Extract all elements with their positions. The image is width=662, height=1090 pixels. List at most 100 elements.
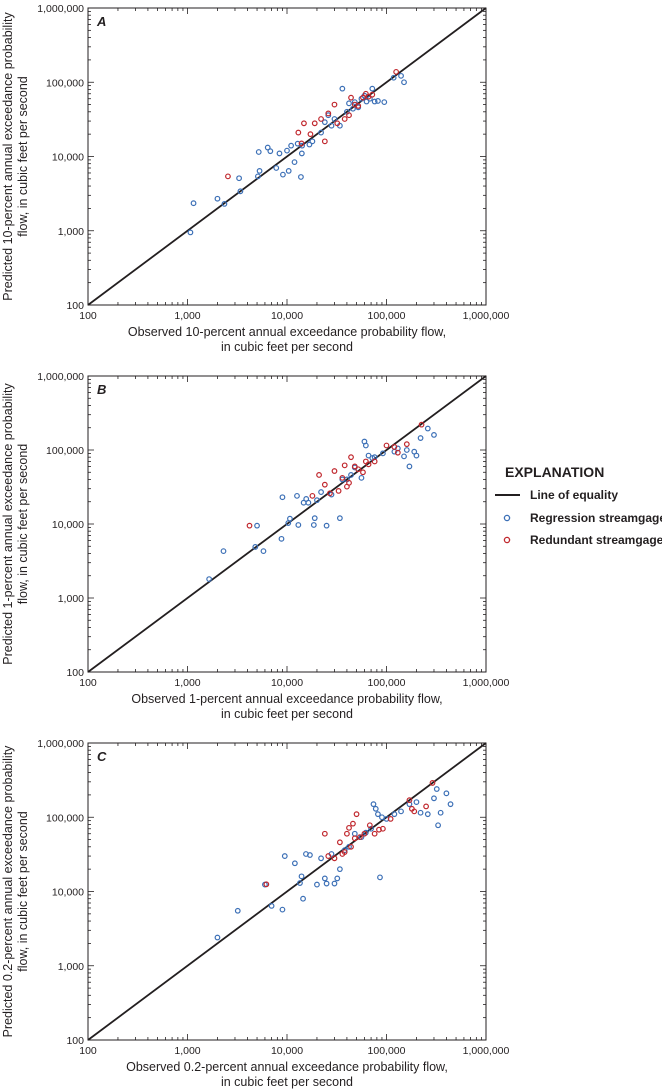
redundant-point <box>295 129 302 136</box>
regression-point <box>291 159 298 166</box>
redundant-point <box>423 803 429 810</box>
regression-point <box>339 85 346 92</box>
plot-frame <box>87 375 487 673</box>
regression-point <box>280 171 286 178</box>
y-tick-label: 1,000 <box>58 226 84 238</box>
redundant-point <box>309 492 316 499</box>
regression-point <box>443 790 450 797</box>
regression-point <box>433 786 440 792</box>
x-axis-label-line-2: in cubic feet per second <box>221 1075 353 1089</box>
regression-point <box>331 880 338 887</box>
regression-point <box>435 822 441 829</box>
regression-point <box>285 167 292 174</box>
line-of-equality <box>87 375 487 673</box>
regression-point <box>300 895 306 902</box>
x-tick-label: 100,000 <box>368 310 406 322</box>
regression-point <box>294 492 300 499</box>
legend: EXPLANATION Line of equality Regression … <box>495 464 662 547</box>
redundant-point <box>334 120 341 127</box>
regression-point <box>381 99 388 106</box>
regression-point <box>390 74 397 81</box>
regression-point <box>214 195 221 202</box>
redundant-point <box>393 68 400 75</box>
regression-point <box>424 811 431 818</box>
redundant-point <box>360 469 366 476</box>
x-axis-label-line-2: in cubic feet per second <box>221 340 353 354</box>
redundant-point <box>321 481 328 488</box>
redundant-point <box>351 835 358 842</box>
regression-point <box>398 72 404 79</box>
regression-point <box>346 843 352 850</box>
regression-point <box>358 474 365 481</box>
y-tick-label: 1,000,000 <box>37 738 84 750</box>
regression-point <box>190 200 197 207</box>
regression-point <box>413 799 420 805</box>
regression-point <box>321 119 328 126</box>
redundant-point <box>394 449 401 456</box>
regression-point <box>336 515 343 522</box>
regression-point <box>252 544 259 550</box>
regression-point <box>279 906 286 913</box>
line-of-equality <box>87 742 487 1041</box>
x-tick-label: 1,000,000 <box>463 310 510 322</box>
regression-point <box>379 450 386 457</box>
y-tick-label: 100,000 <box>46 77 84 89</box>
redundant-point <box>325 110 332 117</box>
redundant-point <box>298 140 305 147</box>
redundant-point <box>369 91 376 98</box>
regression-point <box>187 229 194 236</box>
redundant-point <box>225 173 231 180</box>
regression-point <box>413 452 420 459</box>
line-of-equality <box>87 7 487 306</box>
y-tick-label: 1,000,000 <box>37 371 84 383</box>
y-tick-label: 1,000,000 <box>37 3 84 15</box>
y-tick-label: 100 <box>66 667 84 679</box>
y-axis-label-line-2: flow, in cubic feet per second <box>16 76 30 237</box>
regression-point <box>323 880 330 887</box>
regression-point <box>328 122 335 129</box>
regression-point <box>309 138 316 145</box>
plot-frame <box>87 742 487 1041</box>
regression-point <box>401 79 407 86</box>
redundant-series <box>263 780 436 888</box>
regression-point <box>234 907 241 914</box>
y-tick-label: 100 <box>66 300 84 312</box>
redundant-point <box>411 808 418 815</box>
regression-point <box>437 809 444 816</box>
redundant-point <box>356 834 363 841</box>
redundant-point <box>351 463 358 470</box>
regression-point <box>371 98 378 105</box>
x-tick-label: 100 <box>79 677 97 689</box>
redundant-point <box>379 825 386 832</box>
y-tick-label: 100,000 <box>46 445 84 457</box>
regression-point <box>237 188 244 195</box>
redundant-point <box>246 522 253 529</box>
legend-redundant-swatch <box>503 536 511 544</box>
regression-point <box>298 174 304 180</box>
regression-point <box>431 431 437 438</box>
redundant-point <box>371 830 378 837</box>
redundant-point <box>353 811 360 818</box>
regression-point <box>284 147 290 154</box>
redundant-point <box>341 116 348 122</box>
redundant-point <box>344 830 350 837</box>
regression-point <box>220 548 227 555</box>
redundant-point <box>321 138 328 145</box>
y-tick-label: 10,000 <box>52 519 84 531</box>
regression-point <box>297 880 303 886</box>
redundant-point <box>325 853 332 859</box>
regression-point <box>255 173 261 180</box>
y-axis-label-line-1: Predicted 10-percent annual exceedance p… <box>1 12 15 301</box>
regression-point <box>431 795 437 802</box>
redundant-point <box>429 780 436 786</box>
redundant-point <box>311 120 318 127</box>
redundant-point <box>361 830 368 837</box>
y-axis-label-line-2: flow, in cubic feet per second <box>16 811 30 972</box>
redundant-series <box>225 68 400 180</box>
y-tick-label: 1,000 <box>58 961 84 973</box>
x-tick-label: 1,000 <box>174 310 200 322</box>
redundant-point <box>346 824 352 831</box>
x-tick-label: 1,000,000 <box>463 1045 510 1057</box>
